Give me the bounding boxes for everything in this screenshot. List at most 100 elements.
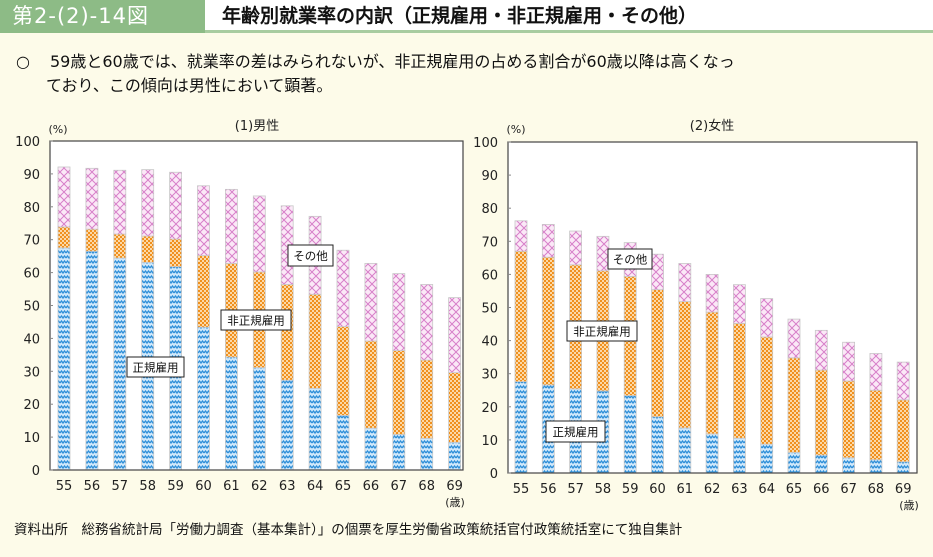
- bar-segment-regular: [705, 433, 719, 474]
- bar-segment-other: [514, 220, 528, 252]
- bar-segment-non-regular: [733, 322, 746, 439]
- y-tick-label: 80: [23, 201, 40, 216]
- bar-segment-regular: [420, 438, 434, 471]
- bar-segment-regular: [896, 461, 910, 474]
- x-tick-label: 65: [786, 482, 803, 497]
- bar-segment-other: [57, 166, 71, 228]
- x-tick-label: 60: [195, 479, 212, 494]
- summary-line-2: ており、この傾向は男性において顕著。: [46, 76, 333, 95]
- bar-segment-regular: [364, 427, 378, 471]
- x-tick-label: 57: [112, 479, 129, 494]
- bar-segment-non-regular: [896, 399, 910, 463]
- y-tick-label: 0: [490, 467, 498, 482]
- bar-segment-other: [420, 284, 434, 361]
- x-tick-label: 56: [84, 479, 101, 494]
- bar-segment-non-regular: [420, 359, 434, 439]
- bar-segment-other: [392, 273, 406, 351]
- y-axis-unit: (%): [48, 123, 67, 136]
- figure-number: 第2-(2)-14図: [0, 0, 205, 33]
- bar-segment-other: [336, 249, 350, 327]
- bar-segment-non-regular: [787, 357, 801, 453]
- bar-segment-non-regular: [85, 228, 99, 252]
- bar-segment-non-regular: [869, 389, 883, 461]
- y-tick-label: 60: [23, 267, 40, 282]
- annotation-box: [566, 320, 638, 342]
- summary-line-1: 59歳と60歳では、就業率の差はみられないが、非正規雇用の占める割合が60歳以降…: [50, 52, 735, 71]
- x-tick-label: 60: [649, 482, 666, 497]
- bar-segment-regular: [448, 441, 462, 471]
- summary-text: ○ 59歳と60歳では、就業率の差はみられないが、非正規雇用の占める割合が60歳以…: [16, 50, 916, 98]
- x-tick-label: 63: [279, 479, 296, 494]
- bar-segment-regular: [224, 356, 238, 471]
- y-tick-label: 40: [23, 332, 40, 347]
- annotation-box: [126, 356, 185, 378]
- bar-segment-regular: [651, 416, 664, 474]
- bar-segment-non-regular: [169, 238, 183, 268]
- y-tick-label: 60: [481, 268, 498, 283]
- x-tick-label: 67: [391, 479, 408, 494]
- x-axis-unit: (歳): [445, 496, 465, 509]
- x-tick-label: 58: [595, 482, 612, 497]
- annotation-label: その他: [613, 253, 648, 267]
- bullet-circle-icon: ○: [16, 52, 30, 71]
- x-tick-label: 68: [868, 482, 885, 497]
- y-tick-label: 80: [481, 202, 498, 217]
- y-tick-label: 100: [473, 136, 498, 151]
- x-tick-label: 59: [622, 482, 639, 497]
- x-tick-label: 59: [167, 479, 184, 494]
- y-tick-label: 50: [481, 302, 498, 317]
- bar-segment-non-regular: [336, 326, 350, 416]
- y-tick-label: 70: [481, 235, 498, 250]
- annotation-label: 正規雇用: [133, 361, 179, 375]
- bar-segment-other: [596, 235, 610, 272]
- bar-segment-other: [448, 297, 462, 374]
- y-tick-label: 50: [23, 300, 40, 315]
- bar-segment-regular: [678, 427, 692, 474]
- bar-segment-other: [760, 298, 774, 338]
- bar-segment-non-regular: [113, 233, 127, 259]
- y-tick-label: 90: [481, 169, 498, 184]
- y-tick-label: 70: [23, 234, 40, 249]
- chart-female: (2)女性 (%) 55 56 57 58 59 60 61 62 63 64 65 66 67 68 69 0 1…: [473, 118, 919, 512]
- bar-segment-other: [651, 253, 664, 291]
- bar-segment-non-regular: [141, 235, 155, 263]
- bar-segment-other: [541, 224, 555, 258]
- y-tick-label: 10: [481, 434, 498, 449]
- annotation-box: [287, 244, 334, 267]
- bar-segment-other: [224, 188, 238, 264]
- bar-segment-regular: [113, 257, 127, 471]
- bar-segment-other: [252, 195, 266, 273]
- bar-segment-other: [787, 318, 801, 359]
- y-tick-label: 20: [481, 401, 498, 416]
- y-tick-label: 10: [23, 431, 40, 446]
- annotation-label: 正規雇用: [553, 425, 599, 439]
- x-tick-label: 69: [895, 482, 912, 497]
- bar-segment-other: [364, 262, 378, 342]
- x-tick-label: 55: [513, 482, 530, 497]
- bar-segment-other: [814, 329, 828, 371]
- bar-segment-regular: [869, 459, 883, 474]
- bar-segment-regular: [760, 443, 774, 474]
- annotation-label: 非正規雇用: [573, 325, 631, 339]
- x-tick-label: 69: [446, 479, 463, 494]
- y-tick-label: 90: [23, 168, 40, 183]
- bar-segment-other: [705, 273, 719, 313]
- bar-segment-regular: [733, 437, 746, 474]
- x-tick-label: 64: [758, 482, 775, 497]
- bar-segment-other: [569, 230, 582, 266]
- x-tick-label: 66: [363, 479, 380, 494]
- x-tick-label: 57: [567, 482, 584, 497]
- x-tick-label: 58: [139, 479, 156, 494]
- bar-segment-other: [678, 263, 692, 302]
- bar-segment-other: [197, 185, 210, 256]
- bar-segment-regular: [197, 326, 210, 471]
- bar-segment-regular: [57, 247, 71, 471]
- annotation-label: その他: [293, 249, 328, 263]
- x-tick-label: 56: [540, 482, 557, 497]
- y-axis-unit: (%): [506, 123, 525, 136]
- bar-segment-non-regular: [514, 250, 528, 383]
- bar-segment-regular: [514, 381, 528, 474]
- bar-segment-regular: [842, 457, 855, 474]
- annotation-label: 非正規雇用: [227, 314, 285, 328]
- bar-segment-regular: [623, 395, 637, 474]
